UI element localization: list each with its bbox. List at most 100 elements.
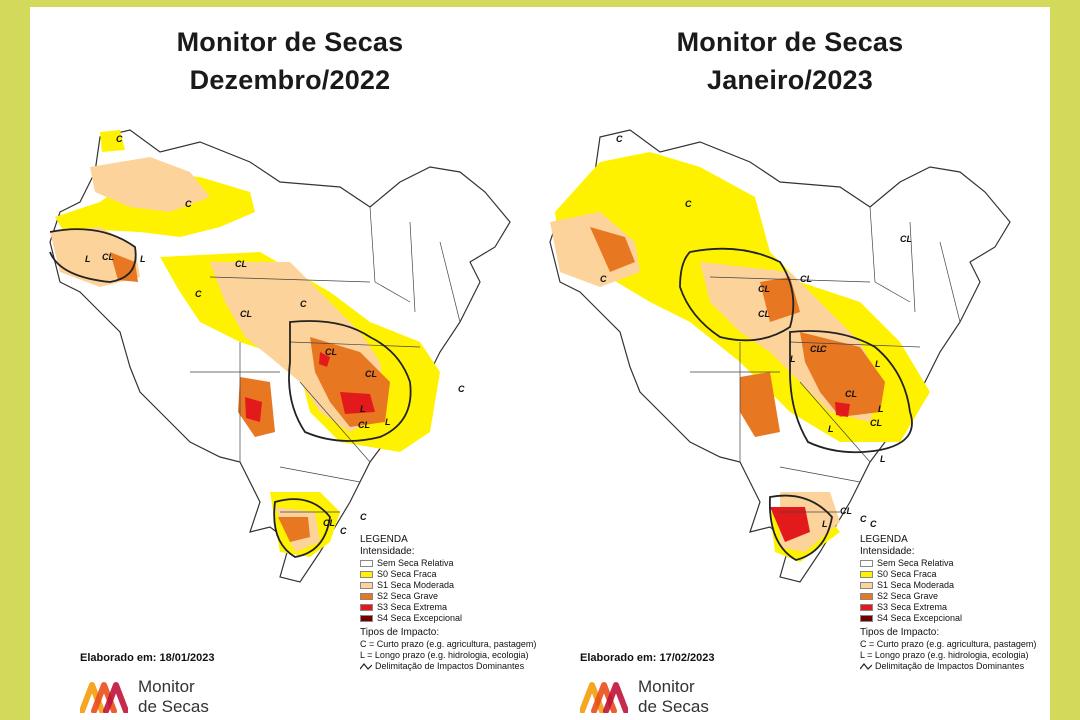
impact-label: L bbox=[385, 417, 391, 427]
panel-dezembro: Monitor de Secas Dezembro/2022 bbox=[40, 7, 540, 720]
legend-impact-c: C = Curto prazo (e.g. agricultura, pasta… bbox=[860, 639, 1037, 649]
delimitation-icon bbox=[860, 662, 872, 670]
impact-delimitation bbox=[769, 494, 833, 561]
impact-delimitation bbox=[288, 320, 412, 442]
s3-region bbox=[245, 397, 262, 422]
impact-label: C bbox=[870, 519, 877, 529]
impact-label: L bbox=[880, 454, 886, 464]
impact-label: CL bbox=[810, 344, 822, 354]
impact-label: L bbox=[140, 254, 146, 264]
legend-swatch bbox=[360, 593, 373, 600]
legend-item: S0 Seca Fraca bbox=[860, 569, 1060, 580]
s2-region bbox=[590, 227, 635, 272]
impact-label: C bbox=[458, 384, 465, 394]
s3-region bbox=[770, 507, 810, 542]
legend: LEGENDA Intensidade: Sem Seca Relativa S… bbox=[860, 534, 1060, 672]
impact-label: C bbox=[820, 344, 827, 354]
impact-label: CL bbox=[840, 506, 852, 516]
s3-region bbox=[319, 352, 330, 367]
s2-region bbox=[278, 517, 310, 542]
map-title: Monitor de Secas bbox=[176, 27, 404, 57]
impact-label: L bbox=[878, 404, 884, 414]
s2-region bbox=[740, 372, 780, 437]
s1-region bbox=[90, 157, 210, 212]
impact-label: C bbox=[600, 274, 607, 284]
elaborado-date: Elaborado em: 17/02/2023 bbox=[580, 652, 715, 664]
legend-swatch bbox=[860, 593, 873, 600]
impact-label: CL bbox=[800, 274, 812, 284]
brand-logo: Monitor de Secas bbox=[80, 677, 230, 719]
impact-label: CL bbox=[235, 259, 247, 269]
impact-label: L bbox=[828, 424, 834, 434]
impact-label: C bbox=[360, 512, 367, 522]
legend-swatch bbox=[360, 571, 373, 578]
legend-swatch bbox=[360, 615, 373, 622]
impact-label: C bbox=[116, 134, 123, 144]
legend-delimitation: Delimitação de Impactos Dominantes bbox=[860, 661, 1060, 672]
impact-label: L bbox=[85, 254, 91, 264]
map-subtitle: Janeiro/2023 bbox=[706, 65, 873, 95]
legend-impact-title: Tipos de Impacto: bbox=[860, 627, 940, 638]
legend-swatch bbox=[360, 604, 373, 611]
legend: LEGENDA Intensidade: Sem Seca Relativa S… bbox=[360, 534, 560, 672]
brand-text: Monitor de Secas bbox=[638, 677, 709, 716]
legend-intensity-label: Intensidade: bbox=[860, 546, 915, 557]
legend-item: S4 Seca Excepcional bbox=[860, 613, 1060, 624]
legend-swatch bbox=[860, 604, 873, 611]
s2-region bbox=[110, 252, 138, 282]
legend-impact-l: L = Longo prazo (e.g. hidrologia, ecolog… bbox=[360, 650, 529, 660]
impact-delimitation bbox=[273, 498, 331, 558]
legend-item: S0 Seca Fraca bbox=[360, 569, 560, 580]
impact-label: CL bbox=[102, 252, 114, 262]
impact-label: CL bbox=[323, 518, 335, 528]
impact-label: C bbox=[340, 526, 347, 536]
delimitation-icon bbox=[360, 662, 372, 670]
map-subtitle: Dezembro/2022 bbox=[189, 65, 391, 95]
impact-label: CL bbox=[240, 309, 252, 319]
elaborado-date: Elaborado em: 18/01/2023 bbox=[80, 652, 215, 664]
impact-label: CL bbox=[325, 347, 337, 357]
impact-label: L bbox=[360, 404, 366, 414]
impact-delimitation bbox=[679, 247, 795, 342]
impact-label: C bbox=[685, 199, 692, 209]
state-borders bbox=[190, 206, 461, 513]
legend-item: Sem Seca Relativa bbox=[360, 558, 560, 569]
legend-title: LEGENDA bbox=[360, 534, 408, 545]
impact-label: CL bbox=[900, 234, 912, 244]
legend-impact-c: C = Curto prazo (e.g. agricultura, pasta… bbox=[360, 639, 537, 649]
impact-label: CL bbox=[845, 389, 857, 399]
legend-title: LEGENDA bbox=[860, 534, 908, 545]
monitor-secas-logo-icon bbox=[80, 682, 128, 713]
legend-item: Sem Seca Relativa bbox=[860, 558, 1060, 569]
legend-swatch bbox=[860, 615, 873, 622]
legend-item: S4 Seca Excepcional bbox=[360, 613, 560, 624]
s0-region bbox=[100, 130, 125, 152]
brand-logo: Monitor de Secas bbox=[580, 677, 730, 719]
monitor-secas-logo-icon bbox=[580, 682, 628, 713]
legend-item: S1 Seca Moderada bbox=[860, 580, 1060, 591]
legend-item: S2 Seca Grave bbox=[860, 591, 1060, 602]
legend-swatch bbox=[860, 560, 873, 567]
legend-item: S3 Seca Extrema bbox=[860, 602, 1060, 613]
impact-label: C bbox=[185, 199, 192, 209]
impact-label: C bbox=[860, 514, 867, 524]
legend-swatch bbox=[360, 560, 373, 567]
impact-label: C bbox=[195, 289, 202, 299]
impact-label: C bbox=[616, 134, 623, 144]
drought-map: C C CL CL CL CL L C C L CL CL L L CL L C L CL C bbox=[540, 112, 1040, 602]
s2-region bbox=[800, 332, 885, 417]
legend-swatch bbox=[360, 582, 373, 589]
impact-label: L bbox=[822, 519, 828, 529]
impact-delimitation bbox=[49, 228, 137, 283]
brand-text: Monitor de Secas bbox=[138, 677, 209, 716]
legend-swatch bbox=[860, 571, 873, 578]
impact-label: L bbox=[790, 354, 796, 364]
state-borders bbox=[690, 206, 961, 513]
impact-delimitation bbox=[789, 330, 913, 454]
s3-region bbox=[835, 402, 850, 417]
impact-label: CL bbox=[758, 284, 770, 294]
legend-item: S3 Seca Extrema bbox=[360, 602, 560, 613]
